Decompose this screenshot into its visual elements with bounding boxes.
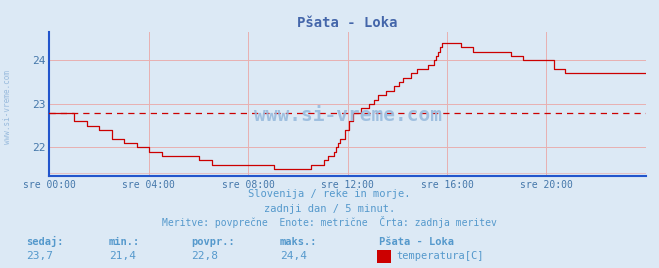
Text: www.si-vreme.com: www.si-vreme.com — [254, 106, 442, 125]
Text: maks.:: maks.: — [280, 237, 318, 247]
Text: www.si-vreme.com: www.si-vreme.com — [3, 70, 13, 144]
Title: Pšata - Loka: Pšata - Loka — [297, 16, 398, 29]
Text: Meritve: povprečne  Enote: metrične  Črta: zadnja meritev: Meritve: povprečne Enote: metrične Črta:… — [162, 217, 497, 228]
Text: 21,4: 21,4 — [109, 251, 136, 261]
Text: zadnji dan / 5 minut.: zadnji dan / 5 minut. — [264, 204, 395, 214]
Text: sedaj:: sedaj: — [26, 236, 64, 247]
Text: 24,4: 24,4 — [280, 251, 307, 261]
Text: temperatura[C]: temperatura[C] — [397, 251, 484, 261]
Text: min.:: min.: — [109, 237, 140, 247]
Text: Pšata - Loka: Pšata - Loka — [379, 237, 454, 247]
Text: 22,8: 22,8 — [191, 251, 218, 261]
Text: Slovenija / reke in morje.: Slovenija / reke in morje. — [248, 189, 411, 199]
Text: 23,7: 23,7 — [26, 251, 53, 261]
Text: povpr.:: povpr.: — [191, 237, 235, 247]
